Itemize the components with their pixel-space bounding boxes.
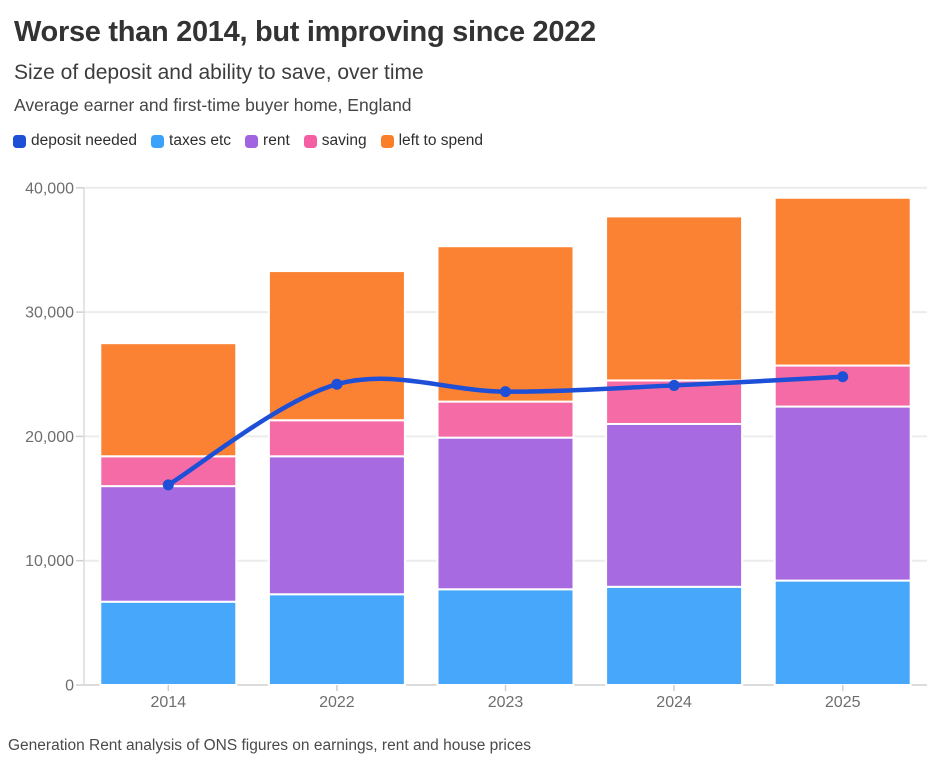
line-marker-2024-deposit-needed[interactable]	[668, 380, 680, 392]
legend-item-saving: saving	[303, 132, 367, 150]
bar-segment-2023-left-to-spend[interactable]	[436, 245, 575, 404]
line-marker-2025-deposit-needed[interactable]	[837, 371, 849, 383]
bar-segment-2023-rent[interactable]	[436, 437, 575, 591]
legend-swatch-deposit-needed	[13, 134, 26, 148]
bar-segment-2023-taxes-etc[interactable]	[436, 588, 575, 687]
bar-segment-2023-saving[interactable]	[436, 401, 575, 440]
legend-item-taxes-etc: taxes etc	[151, 132, 231, 150]
chart-header: Worse than 2014, but improving since 202…	[0, 0, 940, 116]
line-marker-2022-deposit-needed[interactable]	[331, 379, 343, 391]
legend-label: left to spend	[398, 132, 484, 150]
chart-plot-area: 0 10,000 20,000 30,000 40,000 2014 2022 2023 202…	[0, 167, 940, 711]
legend-item-deposit-needed: deposit needed	[13, 132, 137, 150]
legend-label: taxes etc	[169, 132, 232, 150]
line-marker-2023-deposit-needed[interactable]	[500, 386, 511, 398]
bar-segment-2024-left-to-spend[interactable]	[605, 215, 744, 382]
bar-segment-2025-rent[interactable]	[773, 406, 912, 583]
bar-segment-2025-taxes-etc[interactable]	[773, 580, 912, 687]
y-tick-label-10000: 10,000	[25, 554, 74, 571]
y-tick-label-30000: 30,000	[25, 305, 74, 322]
line-series-deposit-needed[interactable]	[166, 374, 845, 488]
chart-legend: deposit needed taxes etc rent saving left to…	[0, 132, 940, 150]
bar-segment-2025-left-to-spend[interactable]	[773, 197, 912, 367]
x-tick-label-2023: 2023	[488, 694, 524, 711]
y-tick-label-40000: 40,000	[25, 181, 74, 198]
bar-segment-2024-taxes-etc[interactable]	[605, 586, 744, 687]
legend-item-left-to-spend: left to spend	[380, 132, 484, 150]
bar-segment-2022-saving[interactable]	[267, 419, 406, 458]
x-tick-label-2022: 2022	[319, 694, 355, 711]
legend-label: saving	[321, 132, 367, 150]
legend-swatch-taxes-etc	[151, 134, 165, 148]
bar-segment-2014-rent[interactable]	[99, 485, 238, 604]
legend-swatch-left-to-spend	[380, 134, 394, 148]
chart-canvas: 0 10,000 20,000 30,000 40,000 2014 2022 2023 202…	[25, 181, 927, 711]
y-tick-label-20000: 20,000	[25, 429, 74, 446]
chart-subtitle: Size of deposit and ability to save, ove…	[14, 61, 424, 85]
bar-segment-2022-taxes-etc[interactable]	[267, 593, 406, 687]
bar-segment-2022-left-to-spend[interactable]	[267, 270, 406, 422]
legend-label: deposit needed	[31, 132, 138, 150]
line-marker-2014-deposit-needed[interactable]	[162, 479, 174, 491]
bar-segment-2014-taxes-etc[interactable]	[99, 601, 238, 687]
x-tick-label-2014: 2014	[151, 694, 187, 711]
chart-title: Worse than 2014, but improving since 202…	[14, 16, 596, 48]
source-note: Generation Rent analysis of ONS figures …	[8, 737, 531, 755]
bar-segment-2024-rent[interactable]	[605, 423, 744, 589]
legend-swatch-saving	[303, 134, 317, 148]
legend-swatch-rent	[245, 134, 259, 148]
x-tick-label-2024: 2024	[656, 694, 692, 711]
x-tick-label-2025: 2025	[825, 694, 861, 711]
legend-item-rent: rent	[245, 132, 290, 150]
legend-label: rent	[263, 132, 290, 150]
y-tick-label-0: 0	[65, 678, 74, 695]
chart-context-line: Average earner and first-time buyer home…	[14, 95, 412, 116]
bar-segment-2022-rent[interactable]	[267, 455, 406, 596]
bar-segment-2014-left-to-spend[interactable]	[99, 342, 238, 458]
